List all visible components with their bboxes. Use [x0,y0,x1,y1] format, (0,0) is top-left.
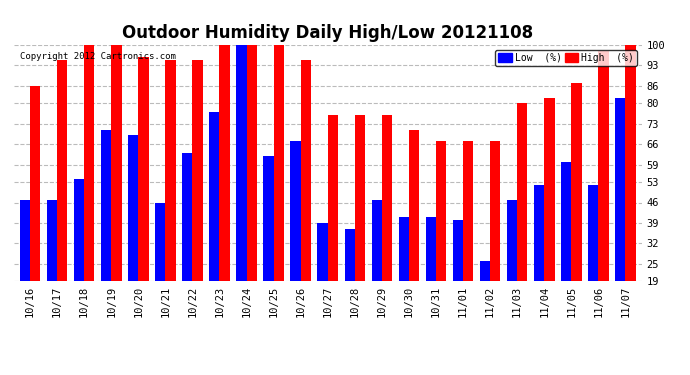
Bar [561,162,571,337]
Bar [382,115,392,337]
Bar [274,45,284,337]
Bar [47,200,57,337]
Legend: Low  (%), High  (%): Low (%), High (%) [495,50,637,66]
Bar [598,51,609,337]
Bar [518,104,527,337]
Bar [480,261,490,337]
Bar [138,57,148,337]
Bar [615,98,625,337]
Bar [317,223,328,337]
Bar [490,141,500,337]
Bar [409,130,420,337]
Bar [57,60,68,337]
Bar [74,179,84,337]
Bar [84,45,95,337]
Bar [544,98,555,337]
Bar [301,60,311,337]
Bar [219,45,230,337]
Text: Copyright 2012 Cartronics.com: Copyright 2012 Cartronics.com [20,52,176,61]
Bar [101,130,111,337]
Bar [193,60,203,337]
Bar [30,86,40,337]
Bar [328,115,338,337]
Bar [625,45,635,337]
Bar [399,217,409,337]
Bar [372,200,382,337]
Bar [20,200,30,337]
Bar [128,135,138,337]
Bar [507,200,518,337]
Bar [344,229,355,337]
Bar [534,185,544,337]
Bar [436,141,446,337]
Bar [209,112,219,337]
Bar [571,83,582,337]
Bar [463,141,473,337]
Bar [155,202,166,337]
Bar [182,153,193,337]
Bar [426,217,436,337]
Title: Outdoor Humidity Daily High/Low 20121108: Outdoor Humidity Daily High/Low 20121108 [122,24,533,42]
Bar [246,45,257,337]
Bar [290,141,301,337]
Bar [264,156,274,337]
Bar [588,185,598,337]
Bar [453,220,463,337]
Bar [166,60,176,337]
Bar [355,115,365,337]
Bar [236,45,246,337]
Bar [111,45,121,337]
